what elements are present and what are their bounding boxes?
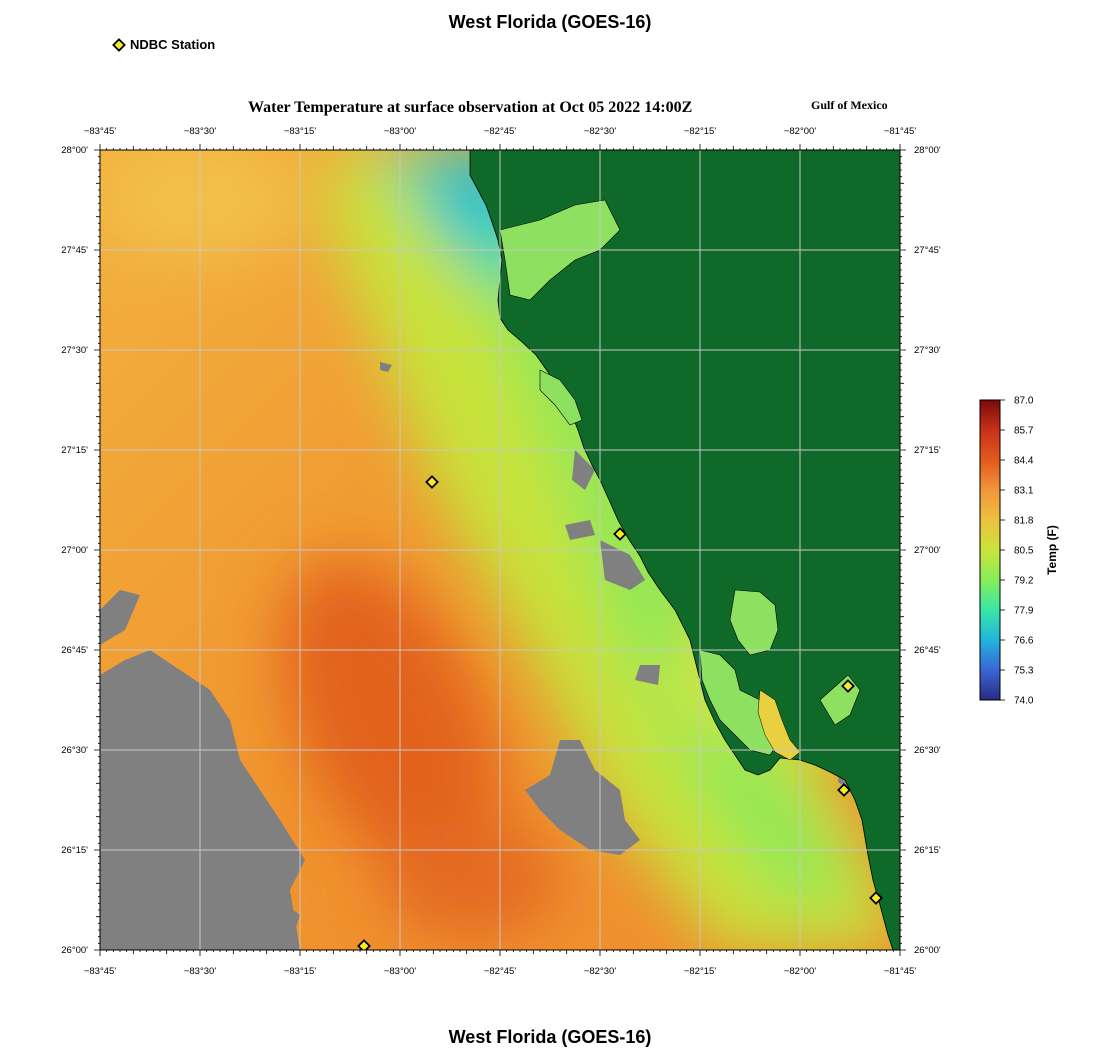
lon-label: −82°30' — [584, 966, 616, 977]
lat-label: 26°30' — [914, 745, 941, 756]
lat-label: 26°15' — [61, 845, 88, 856]
lon-label: −82°00' — [784, 966, 816, 977]
lat-label: 26°00' — [61, 945, 88, 956]
lon-label: −82°45' — [484, 126, 516, 137]
lon-label: −81°45' — [884, 126, 916, 137]
colorbar-title: Temp (F) — [1045, 525, 1059, 575]
colorbar-scale — [979, 399, 1001, 701]
lat-label: 28°00' — [61, 145, 88, 156]
lat-label: 28°00' — [914, 145, 941, 156]
lon-label: −83°45' — [84, 966, 116, 977]
ndbc-station-marker[interactable] — [613, 527, 627, 541]
lon-label: −83°15' — [284, 126, 316, 137]
ndbc-station-marker[interactable] — [357, 939, 371, 951]
lon-labels-bottom: −83°45' −83°30' −83°15' −83°00' −82°45' −82°3… — [84, 966, 916, 977]
lat-label: 26°15' — [914, 845, 941, 856]
ndbc-station-marker[interactable] — [869, 891, 883, 905]
lon-label: −81°45' — [884, 966, 916, 977]
ndbc-station-marker[interactable] — [425, 475, 439, 489]
lat-label: 27°45' — [914, 245, 941, 256]
lon-label: −82°15' — [684, 126, 716, 137]
frame-ticks — [94, 144, 906, 956]
lat-labels-left: 28°00' 27°45' 27°30' 27°15' 27°00' 26°45' 26°3… — [61, 145, 88, 956]
lat-label: 27°30' — [914, 345, 941, 356]
colorbar-label: 76.6 — [1014, 636, 1034, 647]
lat-label: 27°15' — [914, 445, 941, 456]
lon-label: −82°15' — [684, 966, 716, 977]
lat-label: 27°00' — [61, 545, 88, 556]
ndbc-station-marker[interactable] — [841, 679, 855, 693]
colorbar-label: 80.5 — [1014, 546, 1034, 557]
lat-label: 27°30' — [61, 345, 88, 356]
colorbar-label: 75.3 — [1014, 666, 1034, 677]
legend-label: NDBC Station — [130, 37, 216, 52]
colorbar-label: 85.7 — [1014, 426, 1034, 437]
map-title: Water Temperature at surface observation… — [248, 99, 693, 116]
colorbar-labels: 87.0 85.7 84.4 83.1 81.8 80.5 79.2 77.9 76.6 75.3… — [1000, 396, 1034, 707]
colorbar-label: 81.8 — [1014, 516, 1034, 527]
colorbar-label: 74.0 — [1014, 696, 1034, 707]
lat-labels-right: 28°00' 27°45' 27°30' 27°15' 27°00' 26°45' 26°3… — [914, 145, 941, 956]
station-marker-icon — [112, 37, 126, 52]
region-label: Gulf of Mexico — [811, 98, 888, 112]
lat-label: 26°00' — [914, 945, 941, 956]
ndbc-stations — [357, 475, 883, 951]
lat-label: 27°00' — [914, 545, 941, 556]
colorbar-label: 87.0 — [1014, 396, 1034, 407]
lon-label: −82°00' — [784, 126, 816, 137]
lon-label: −83°30' — [184, 966, 216, 977]
lat-label: 26°45' — [61, 645, 88, 656]
map-area — [100, 150, 900, 951]
lat-label: 27°45' — [61, 245, 88, 256]
page-title: West Florida (GOES-16) — [448, 12, 652, 32]
lon-label: −82°30' — [584, 126, 616, 137]
lon-label: −83°00' — [384, 126, 416, 137]
ndbc-station-marker[interactable] — [837, 783, 851, 797]
lon-label: −83°00' — [384, 966, 416, 977]
colorbar-label: 83.1 — [1014, 486, 1034, 497]
lon-label: −83°45' — [84, 126, 116, 137]
map-legend: NDBC Station — [112, 37, 215, 52]
colorbar-label: 79.2 — [1014, 576, 1034, 587]
lat-label: 27°15' — [61, 445, 88, 456]
lon-labels-top: −83°45' −83°30' −83°15' −83°00' −82°45' −82°3… — [84, 126, 916, 137]
lat-label: 26°45' — [914, 645, 941, 656]
lat-label: 26°30' — [61, 745, 88, 756]
shallow-bay — [757, 689, 801, 761]
footer-title: West Florida (GOES-16) — [448, 1027, 652, 1047]
lon-label: −83°15' — [284, 966, 316, 977]
tick-marks — [94, 144, 906, 956]
graticule — [100, 150, 900, 950]
colorbar-label: 77.9 — [1014, 606, 1034, 617]
lon-label: −82°45' — [484, 966, 516, 977]
lon-label: −83°30' — [184, 126, 216, 137]
colorbar: 87.0 85.7 84.4 83.1 81.8 80.5 79.2 77.9 76.6 75.3… — [979, 396, 1059, 707]
colorbar-label: 84.4 — [1014, 456, 1034, 467]
